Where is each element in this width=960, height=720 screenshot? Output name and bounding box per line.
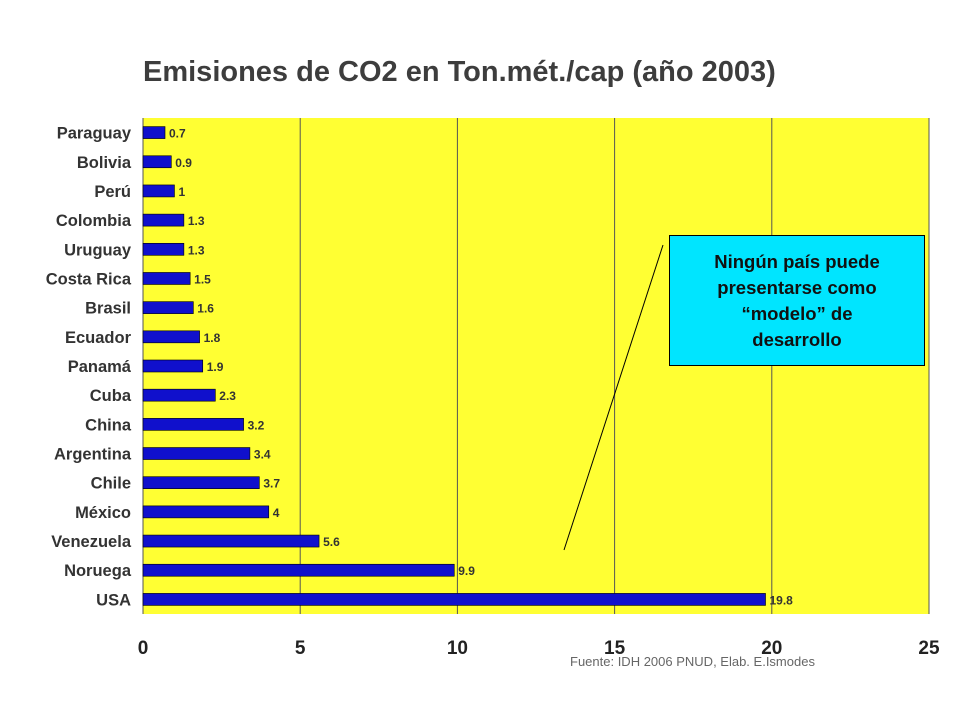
- value-label: 2.3: [219, 389, 236, 403]
- value-label: 19.8: [770, 593, 794, 607]
- value-label: 1.6: [197, 302, 214, 316]
- bar: [142, 593, 766, 606]
- bar: [142, 272, 191, 285]
- x-tick-label: 25: [918, 638, 940, 659]
- bars: [142, 126, 766, 606]
- value-label: 1.9: [207, 360, 224, 374]
- category-label: USA: [96, 591, 131, 609]
- value-label: 1.3: [188, 214, 205, 228]
- value-label: 0.9: [175, 156, 192, 170]
- category-label: Paraguay: [57, 125, 132, 143]
- category-label: Uruguay: [64, 241, 132, 259]
- callout-pointer-line: [563, 244, 664, 551]
- x-axis-ticks: 0 5 10 15 20 25: [138, 638, 940, 659]
- value-label: 5.6: [323, 535, 340, 549]
- value-label: 4: [273, 506, 280, 520]
- plot-background: [143, 118, 929, 614]
- bar: [142, 301, 194, 314]
- annotation-line: Ningún país puede: [714, 250, 880, 272]
- annotation-callout: Ningún país puede presentarse como “mode…: [669, 235, 925, 366]
- bar: [142, 534, 320, 548]
- bar: [142, 563, 455, 577]
- annotation-line: “modelo” de: [741, 302, 853, 324]
- category-label: Perú: [94, 183, 131, 201]
- category-label: Colombia: [56, 212, 132, 230]
- value-label: 3.4: [254, 448, 271, 462]
- bar: [142, 447, 251, 460]
- value-label: 1.3: [188, 243, 205, 257]
- category-label: Noruega: [64, 562, 132, 580]
- category-label: Ecuador: [65, 329, 132, 347]
- bar: [142, 476, 260, 490]
- value-label: 1: [178, 185, 185, 199]
- annotation-line: desarrollo: [752, 328, 842, 350]
- category-label: Bolivia: [77, 154, 132, 172]
- value-labels: 0.7 0.9 1 1.3 1.3 1.5 1.6 1.8 1.9 2.3 3.2 3.4 3.7 4 5.…: [169, 127, 793, 608]
- category-label: China: [85, 416, 132, 434]
- annotation-line: presentarse como: [717, 276, 877, 298]
- bar: [142, 126, 166, 139]
- bar: [142, 242, 185, 256]
- plot-area: [143, 118, 929, 614]
- category-label: Brasil: [85, 300, 131, 318]
- x-tick-label: 5: [295, 638, 306, 659]
- category-labels: Paraguay Bolivia Perú Colombia Uruguay Costa …: [46, 125, 132, 610]
- category-label: Chile: [91, 475, 131, 493]
- bar: [142, 330, 200, 344]
- bar: [142, 359, 204, 373]
- bar: [142, 155, 172, 169]
- value-label: 3.7: [263, 477, 280, 491]
- bar: [142, 213, 185, 227]
- category-label: Panamá: [68, 358, 132, 376]
- bar: [142, 505, 270, 519]
- bar: [142, 418, 244, 431]
- category-label: Venezuela: [51, 533, 132, 551]
- x-tick-label: 15: [604, 638, 626, 659]
- category-label: Argentina: [54, 446, 132, 464]
- value-label: 9.9: [458, 564, 475, 578]
- x-tick-label: 10: [447, 638, 468, 659]
- value-label: 1.5: [194, 272, 211, 286]
- category-label: México: [75, 504, 131, 522]
- bar: [142, 184, 175, 198]
- value-label: 1.8: [204, 331, 221, 345]
- category-label: Cuba: [90, 387, 132, 405]
- source-note: Fuente: IDH 2006 PNUD, Elab. E.Ismodes: [570, 654, 815, 669]
- bar: [142, 388, 216, 402]
- x-tick-label: 20: [761, 638, 782, 659]
- value-label: 0.7: [169, 127, 186, 141]
- category-label: Costa Rica: [46, 270, 132, 288]
- chart-title: Emisiones de CO2 en Ton.mét./cap (año 20…: [143, 56, 776, 88]
- x-tick-label: 0: [138, 638, 149, 659]
- value-label: 3.2: [248, 418, 265, 432]
